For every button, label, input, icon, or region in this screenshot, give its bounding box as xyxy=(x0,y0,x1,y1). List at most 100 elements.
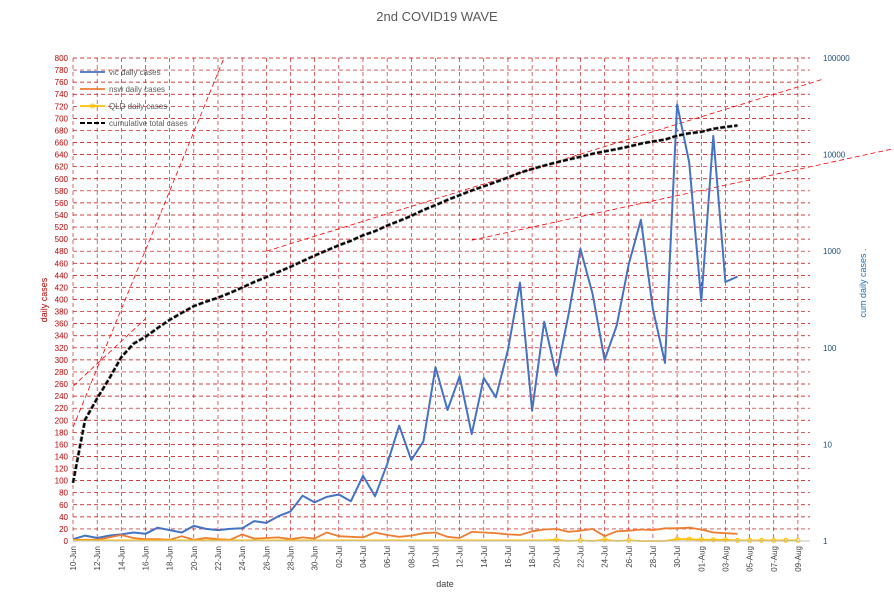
x-tick-label: 26-Jul xyxy=(625,546,634,568)
y-left-tick-label: 80 xyxy=(59,489,68,498)
y-left-tick-label: 220 xyxy=(55,404,69,413)
y-left-tick-label: 640 xyxy=(55,151,69,160)
x-tick-label: 28-Jul xyxy=(649,546,658,568)
y-left-tick-label: 500 xyxy=(55,235,69,244)
legend-marker xyxy=(90,103,95,109)
y-left-tick-label: 40 xyxy=(59,513,68,522)
qld-point xyxy=(698,537,704,543)
legend-entry: QLD daily cases xyxy=(109,102,167,111)
y-left-tick-label: 600 xyxy=(55,175,69,184)
y-left-tick-label: 360 xyxy=(55,320,69,329)
x-axis-label: date xyxy=(436,579,454,589)
x-tick-label: 22-Jun xyxy=(214,546,223,570)
x-tick-label: 28-Jun xyxy=(286,546,295,570)
x-tick-label: 20-Jul xyxy=(552,546,561,568)
y-left-tick-label: 540 xyxy=(55,211,69,220)
y-right-tick-label: 100000 xyxy=(823,54,850,63)
y-left-tick-label: 380 xyxy=(55,308,69,317)
x-tick-label: 14-Jul xyxy=(480,546,489,568)
qld-point xyxy=(577,537,583,543)
y-left-tick-label: 460 xyxy=(55,259,69,268)
x-tick-label: 26-Jun xyxy=(262,546,271,570)
trendline xyxy=(72,318,146,387)
y-axis-right-label: cum daily cases . xyxy=(858,248,868,317)
legend-entry: vic daily cases xyxy=(109,68,161,77)
x-tick-label: 20-Jun xyxy=(190,546,199,570)
x-tick-label: 14-Jun xyxy=(117,546,126,570)
y-left-tick-label: 0 xyxy=(64,537,69,546)
qld-point xyxy=(722,537,728,543)
y-left-tick-label: 680 xyxy=(55,126,69,135)
y-left-tick-label: 300 xyxy=(55,356,69,365)
y-left-tick-label: 800 xyxy=(55,54,69,63)
x-tick-label: 05-Aug xyxy=(746,546,755,572)
qld-point xyxy=(747,537,753,543)
x-tick-label: 30-Jun xyxy=(311,546,320,570)
series-line-nsw-daily-cases xyxy=(73,526,738,541)
x-tick-label: 02-Jul xyxy=(335,546,344,568)
qld-point xyxy=(553,537,559,543)
qld-point xyxy=(759,537,765,543)
series-line-qld-daily-cases xyxy=(73,538,798,542)
x-tick-label: 08-Jul xyxy=(407,546,416,568)
trendline xyxy=(72,57,225,428)
x-tick-label: 12-Jun xyxy=(93,546,102,570)
series-line-cumulative-total-cases xyxy=(72,124,738,483)
series-line-vic-daily-cases xyxy=(72,103,738,541)
x-tick-label: 16-Jul xyxy=(504,546,513,568)
x-tick-label: 18-Jul xyxy=(528,546,537,568)
legend-entry: cumulative total cases xyxy=(109,119,188,128)
x-tick-label: 22-Jul xyxy=(576,546,585,568)
y-left-tick-label: 660 xyxy=(55,139,69,148)
x-tick-label: 03-Aug xyxy=(721,546,730,572)
y-right-tick-label: 100 xyxy=(823,344,837,353)
y-left-tick-label: 100 xyxy=(55,477,69,486)
legend: vic daily cases nsw daily cases QLD daily … xyxy=(80,68,188,128)
x-tick-label: 24-Jul xyxy=(601,546,610,568)
y-left-tick-label: 580 xyxy=(55,187,69,196)
y-left-tick-label: 720 xyxy=(55,102,69,111)
x-tick-label: 07-Aug xyxy=(770,546,779,572)
y-left-tick-label: 160 xyxy=(55,440,69,449)
chart-title: 2nd COVID19 WAVE xyxy=(376,9,498,24)
y-left-tick-label: 780 xyxy=(55,66,69,75)
y-left-tick-label: 740 xyxy=(55,90,69,99)
y-left-tick-label: 260 xyxy=(55,380,69,389)
y-left-tick-label: 760 xyxy=(55,78,69,87)
y-left-tick-label: 60 xyxy=(59,501,68,510)
y-right-tick-label: 10000 xyxy=(823,151,846,160)
y-left-tick-label: 120 xyxy=(55,465,69,474)
trendline xyxy=(471,148,894,241)
x-tick-label: 18-Jun xyxy=(166,546,175,570)
y-left-tick-label: 420 xyxy=(55,283,69,292)
y-axis-left-label: daily cases xyxy=(39,277,49,322)
qld-point xyxy=(735,537,741,543)
x-tick-label: 10-Jul xyxy=(431,546,440,568)
qld-point xyxy=(602,537,608,543)
grid-layer xyxy=(72,57,810,542)
x-tick-label: 01-Aug xyxy=(697,546,706,572)
x-tick-label: 24-Jun xyxy=(238,546,247,570)
y-left-tick-label: 480 xyxy=(55,247,69,256)
axis-layer: 0 20 40 60 80 100 120 140 160 180 200 220 240 260 280 3… xyxy=(55,54,851,572)
y-right-tick-label: 10 xyxy=(823,440,832,449)
x-tick-label: 06-Jul xyxy=(383,546,392,568)
qld-point xyxy=(626,537,632,543)
y-left-tick-label: 520 xyxy=(55,223,69,232)
x-tick-label: 09-Aug xyxy=(794,546,803,572)
y-left-tick-label: 560 xyxy=(55,199,69,208)
y-right-tick-label: 1000 xyxy=(823,247,841,256)
x-tick-label: 04-Jul xyxy=(359,546,368,568)
qld-point xyxy=(771,537,777,543)
y-right-tick-label: 1 xyxy=(823,537,828,546)
x-tick-label: 12-Jul xyxy=(456,546,465,568)
y-left-tick-label: 140 xyxy=(55,452,69,461)
y-left-tick-label: 700 xyxy=(55,114,69,123)
y-left-tick-label: 440 xyxy=(55,271,69,280)
qld-point xyxy=(795,537,801,543)
series-layer xyxy=(71,103,801,543)
qld-point xyxy=(783,537,789,543)
y-left-tick-label: 20 xyxy=(59,525,68,534)
